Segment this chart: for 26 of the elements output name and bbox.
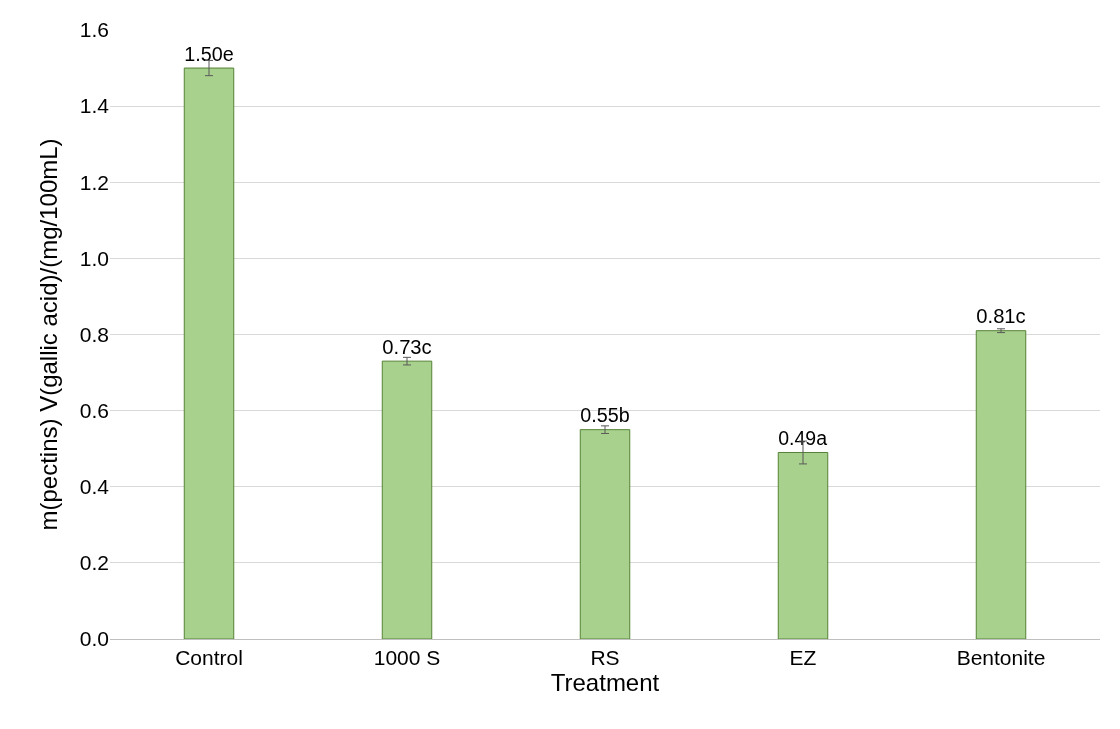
data-label: 0.49a xyxy=(778,427,828,450)
y-axis-title: m(pectins) V(gallic acid)/(mg/100mL) xyxy=(34,138,62,531)
y-tick-label: 0.4 xyxy=(79,475,110,499)
bar xyxy=(183,67,235,639)
data-label: 0.81c xyxy=(976,305,1026,328)
y-tick-label: 1.6 xyxy=(79,18,109,42)
y-tick-label: 1.2 xyxy=(79,170,109,194)
x-tick-label: 1000 S xyxy=(373,646,441,670)
y-tick-label: 0.6 xyxy=(79,398,109,422)
bar xyxy=(579,429,631,639)
y-tick-label: 1.4 xyxy=(79,94,110,118)
x-tick-label: Bentonite xyxy=(956,646,1046,670)
x-axis-title: Treatment xyxy=(550,669,660,697)
bar xyxy=(381,360,433,639)
y-tick-label: 0.2 xyxy=(79,551,109,575)
y-tick-label: 1.0 xyxy=(79,246,109,270)
y-tick-label: 0.8 xyxy=(79,322,109,346)
x-tick-label: RS xyxy=(590,646,620,670)
x-tick-label: Control xyxy=(175,646,243,670)
data-label: 1.50e xyxy=(184,42,234,65)
y-tick-label: 0.0 xyxy=(79,627,109,651)
bar xyxy=(975,330,1027,639)
x-tick-label: EZ xyxy=(789,646,817,670)
data-label: 0.55b xyxy=(580,404,630,427)
bar xyxy=(777,451,829,639)
data-label: 0.73c xyxy=(382,335,432,358)
